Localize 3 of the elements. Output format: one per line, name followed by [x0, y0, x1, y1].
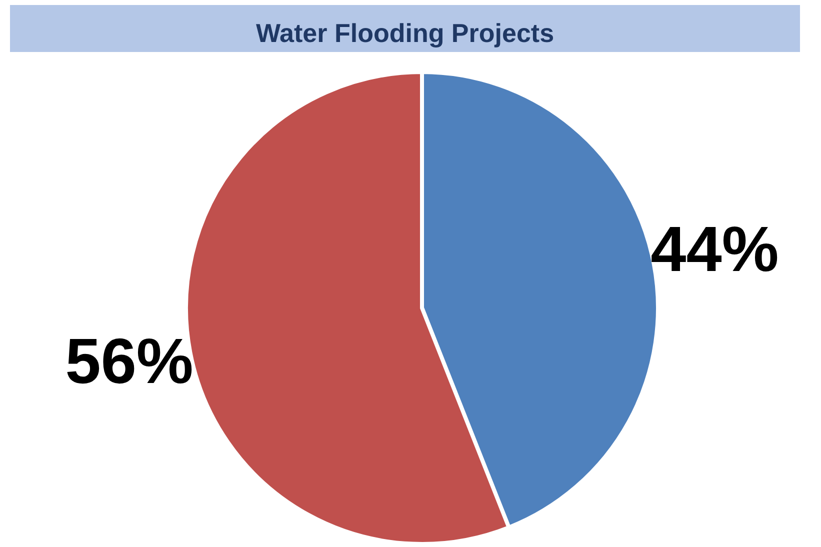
data-label: 44% — [650, 213, 779, 286]
data-label: 56% — [65, 324, 194, 397]
chart-title: Water Flooding Projects — [256, 18, 554, 48]
